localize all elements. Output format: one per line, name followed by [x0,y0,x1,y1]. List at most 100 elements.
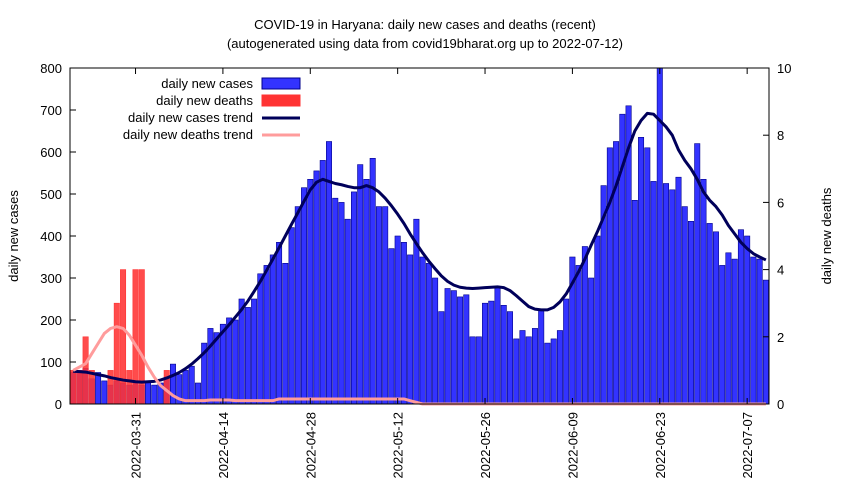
legend-label-cases-trend: daily new cases trend [128,110,253,125]
death-bar [76,370,83,405]
case-bar [357,164,364,405]
case-bar [457,296,464,405]
case-bar [238,298,245,405]
y2-tick-label: 4 [777,263,784,278]
y-tick-label: 700 [40,103,62,118]
case-bar [525,336,532,405]
case-bar [344,218,351,405]
case-bar [145,380,152,405]
case-bar [488,300,495,405]
case-bar [594,235,601,405]
case-bar [706,223,713,405]
case-bar [350,191,357,405]
y-tick-label: 100 [40,355,62,370]
case-bar [550,338,557,405]
death-bar [138,269,145,405]
case-bar [712,231,719,405]
case-bar [588,277,595,405]
x-tick-label: 2022-03-31 [129,412,144,479]
case-bar [294,206,301,405]
case-bar [244,307,251,405]
y2-tick-label: 8 [777,128,784,143]
case-bar [151,384,158,405]
case-bar [263,265,270,405]
case-bar [606,147,613,405]
case-bar [538,309,545,405]
case-bar [681,206,688,405]
case-bar [725,252,732,405]
death-bar [132,269,139,405]
death-bar [120,269,127,405]
case-bar [425,262,432,405]
case-bar [432,277,439,405]
case-bar [338,202,345,405]
case-bar [101,380,108,405]
case-bar [375,206,382,405]
x-tick-label: 2022-05-26 [478,412,493,479]
case-bar [282,262,289,405]
case-bar [363,179,370,405]
legend-label-deaths: daily new deaths [156,93,253,108]
death-bar [88,370,95,405]
case-bar [631,200,638,405]
case-bar [482,302,489,405]
death-bar [113,302,120,405]
case-bar [744,235,751,405]
y2-tick-label: 6 [777,195,784,210]
case-bar [307,179,314,405]
case-bar [519,330,526,405]
case-bar [332,197,339,405]
case-bar [269,254,276,405]
case-bar [644,147,651,405]
case-bar [663,183,670,405]
case-bar [500,304,507,405]
case-bar [226,317,233,405]
y-tick-label: 300 [40,271,62,286]
case-bar [463,294,470,405]
case-bar [737,229,744,405]
case-bar [394,235,401,405]
case-bar [95,372,102,405]
case-bar [288,227,295,405]
case-bar [756,258,763,405]
case-bar [700,179,707,405]
case-bar [232,319,239,405]
case-bar [475,336,482,405]
case-bar [638,137,645,405]
y2-tick-label: 0 [777,397,784,412]
legend-swatch-cases [261,77,301,90]
case-bar [669,189,676,405]
x-tick-label: 2022-06-23 [653,412,668,479]
x-tick-label: 2022-05-12 [391,412,406,479]
y-tick-label: 800 [40,61,62,76]
case-bar [531,328,538,405]
legend-swatch-deaths [261,94,301,107]
case-bar [513,338,520,405]
case-bar [444,288,451,405]
x-tick-label: 2022-04-28 [303,412,318,479]
case-bar [419,256,426,405]
death-bar [126,370,133,405]
case-bar [407,254,414,405]
case-bar [257,273,264,405]
bars-layer [70,67,769,405]
case-bar [575,265,582,405]
case-bar [762,279,769,405]
case-bar [687,221,694,405]
y-tick-label: 400 [40,229,62,244]
case-bar [319,160,326,405]
legend-label-cases: daily new cases [161,76,253,91]
case-bar [450,290,457,405]
case-bar [207,328,214,405]
case-bar [388,248,395,405]
y2-axis-label: daily new deaths [819,187,834,284]
case-bar [675,176,682,405]
case-bar [750,256,757,405]
case-bar [581,246,588,405]
case-bar [469,336,476,405]
y-axis-label: daily new cases [6,190,21,282]
legend: daily new cases daily new deaths daily n… [123,76,301,142]
case-bar [400,242,407,405]
legend-label-deaths-trend: daily new deaths trend [123,127,253,142]
case-bar [251,298,258,405]
